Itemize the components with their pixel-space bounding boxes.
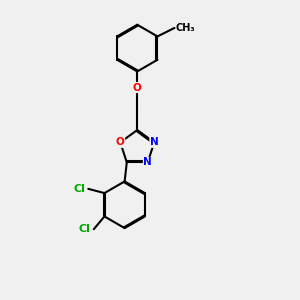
Text: Cl: Cl <box>79 224 90 234</box>
Text: O: O <box>116 137 125 147</box>
Text: CH₃: CH₃ <box>176 23 195 33</box>
Text: N: N <box>143 157 152 167</box>
Text: N: N <box>150 137 159 147</box>
Text: O: O <box>133 82 142 93</box>
Text: Cl: Cl <box>73 184 85 194</box>
